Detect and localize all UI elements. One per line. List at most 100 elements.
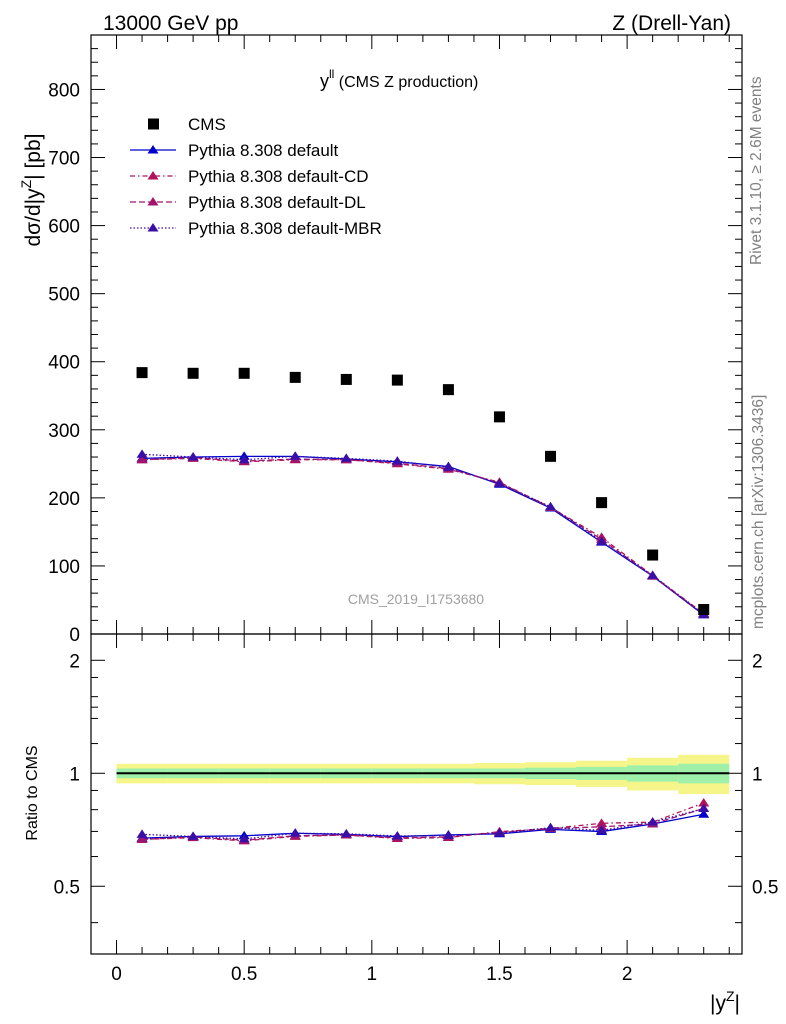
legend-series-label: Pythia 8.308 default-MBR: [188, 219, 382, 238]
ratio-series-marker: [340, 828, 352, 838]
ratio-tick-label-right: 0.5: [752, 877, 778, 898]
y-tick-label: 600: [48, 217, 80, 238]
legend-series-marker: [147, 145, 159, 154]
legend: CMS Pythia 8.308 default Pythia 8.308 defa…: [130, 115, 382, 238]
main-axes: 100 200 300 400 500 600 700 800 0: [48, 35, 742, 646]
x-tick-label: 1: [367, 964, 378, 985]
ratio-series-marker: [545, 822, 557, 832]
data-point: [698, 603, 710, 615]
x-axis-label-end: |: [735, 992, 740, 1015]
y-tick-label: 400: [48, 353, 80, 374]
legend-data-label: CMS: [188, 115, 226, 134]
ratio-series-marker: [698, 803, 710, 812]
y-tick-label: 200: [48, 489, 80, 510]
series-marker: [545, 501, 557, 511]
legend-series-label: Pythia 8.308 default-CD: [188, 167, 369, 186]
ratio-series-layer: [136, 798, 710, 845]
y-axis-label-main: dσ/d|y: [22, 188, 45, 247]
data-point: [136, 367, 148, 379]
series-marker: [289, 451, 301, 460]
y-tick-label-zero: 0: [69, 625, 80, 646]
ratio-series-marker: [136, 829, 148, 838]
legend-series-marker: [147, 223, 159, 232]
y-tick-label: 300: [48, 421, 80, 442]
data-point: [289, 371, 301, 383]
ratio-panel-frame: [90, 633, 743, 955]
ratio-tick-label-left: 0.5: [54, 877, 80, 898]
ratio-series-line: [142, 807, 704, 840]
y-tick-label: 800: [48, 80, 80, 101]
legend-series-label: Pythia 8.308 default: [188, 141, 339, 160]
x-tick-label: 2: [622, 964, 633, 985]
plot-title-text: (CMS Z production): [334, 74, 478, 91]
x-axis-label: |yZ|: [710, 988, 740, 1015]
ratio-series-marker: [442, 830, 454, 840]
ratio-tick-label-left: 1: [69, 764, 80, 785]
ratio-series-marker: [596, 825, 608, 834]
ratio-tick-label-left: 2: [69, 651, 80, 672]
series-marker: [340, 453, 352, 462]
series-marker: [493, 478, 505, 488]
ratio-panel: 0 0.5 1 1.5 2 0.5 0.5 1 1 2 2 Ratio to CMS: [24, 633, 778, 985]
ratio-series-marker: [136, 834, 148, 843]
plot-title-superscript: ll: [329, 67, 334, 81]
header-process-left: 13000 GeV pp: [103, 12, 238, 35]
ratio-band-layer: [116, 754, 730, 795]
series-line: [142, 457, 705, 615]
data-point: [238, 367, 250, 379]
legend-series-label: Pythia 8.308 default-DL: [188, 193, 366, 212]
legend-series-marker: [147, 197, 159, 206]
series-marker: [647, 570, 659, 579]
series-marker: [238, 454, 250, 464]
series-marker: [391, 456, 403, 465]
data-point: [647, 549, 659, 561]
x-tick-label: 0.5: [231, 964, 257, 985]
data-point: [340, 373, 352, 385]
ratio-series-marker: [238, 833, 250, 843]
ratio-series-marker: [187, 831, 199, 840]
data-point: [493, 411, 505, 423]
y-tick-label: 700: [48, 149, 80, 170]
ratio-series-line: [142, 807, 704, 841]
ratio-series-marker: [647, 817, 659, 826]
rivet-version-label: Rivet 3.1.10, ≥ 2.6M events: [748, 76, 765, 265]
analysis-watermark: CMS_2019_I1753680: [348, 591, 484, 607]
ratio-tick-label-right: 2: [752, 651, 763, 672]
series-marker: [596, 536, 608, 545]
plot-title-variable: y: [320, 71, 329, 91]
series-marker: [442, 462, 454, 471]
ratio-y-axis-label: Ratio to CMS: [24, 745, 41, 840]
ratio-series-marker: [493, 828, 505, 837]
series-marker: [136, 449, 148, 458]
legend-data-marker: [148, 118, 159, 130]
x-axis-label-sup: Z: [726, 988, 735, 1004]
data-point: [545, 450, 557, 462]
plot-title: yll (CMS Z production): [320, 67, 478, 91]
ratio-series-marker: [698, 809, 710, 818]
y-axis-label: dσ/d|yZ| [pb]: [18, 134, 45, 247]
ratio-series-marker: [698, 798, 710, 807]
x-tick-label: 0: [111, 964, 122, 985]
y-tick-label: 500: [48, 285, 80, 306]
data-point: [596, 497, 608, 509]
data-point: [187, 367, 199, 379]
series-line: [142, 453, 705, 615]
ratio-tick-label-right: 1: [752, 764, 763, 785]
ratio-axes: 0 0.5 1 1.5 2 0.5 0.5 1 1 2 2: [54, 634, 778, 985]
series-marker: [136, 454, 148, 464]
ratio-series-marker: [289, 828, 301, 837]
data-point: [442, 384, 454, 396]
ratio-series-marker: [391, 830, 403, 840]
x-tick-label: 1.5: [486, 964, 512, 985]
main-series-layer: [136, 367, 710, 619]
data-point: [391, 374, 403, 386]
y-tick-label: 100: [48, 557, 80, 578]
main-panel: 100 200 300 400 500 600 700 800 0 yll (CMS Z pro…: [18, 34, 743, 646]
header-process-right: Z (Drell-Yan): [612, 12, 731, 35]
series-marker: [187, 452, 199, 461]
y-axis-label-end: | [pb]: [22, 134, 45, 180]
x-axis-label-main: |y: [710, 992, 726, 1015]
y-axis-label-sup: Z: [18, 179, 34, 188]
mcplots-reference-label: mcplots.cern.ch [arXiv:1306.3436]: [750, 395, 767, 629]
